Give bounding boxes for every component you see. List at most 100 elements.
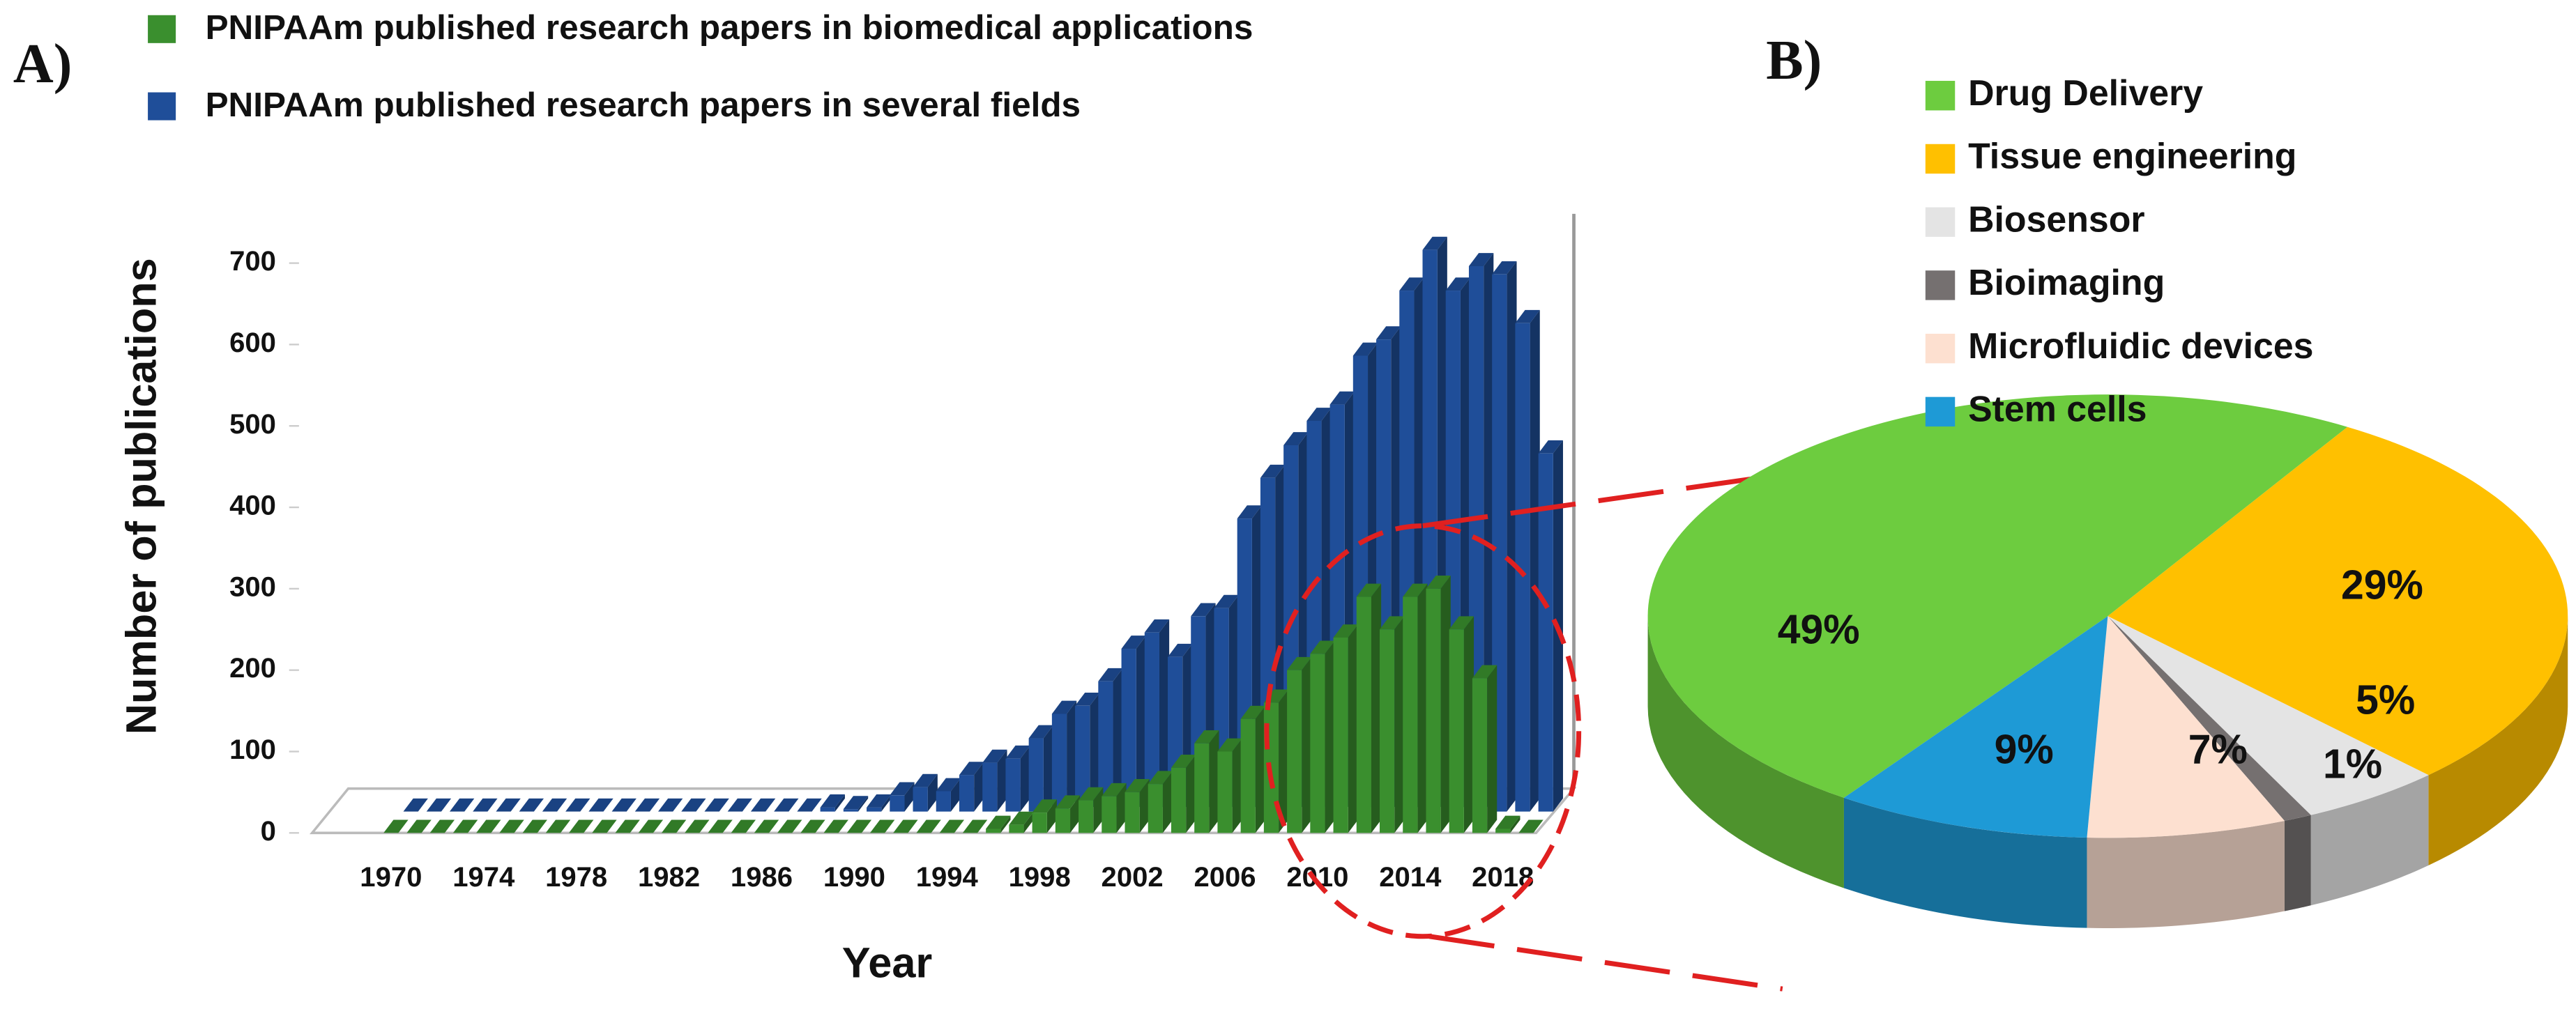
- bar-top: [959, 762, 984, 776]
- bar-front: [1515, 323, 1530, 812]
- x-tick-label: 1974: [452, 862, 515, 893]
- bar-side: [1530, 309, 1540, 812]
- bar: [1194, 730, 1219, 833]
- slice: [2108, 616, 2311, 821]
- bar: [731, 819, 756, 833]
- bar-top: [638, 819, 664, 833]
- bar-front: [1098, 681, 1113, 812]
- bar: [1449, 616, 1474, 833]
- bar-top: [1148, 771, 1173, 785]
- bar-top: [1399, 277, 1424, 291]
- bar-front: [1194, 743, 1210, 833]
- bar: [1263, 689, 1289, 833]
- bar: [959, 762, 984, 812]
- bar-top: [797, 798, 822, 812]
- legend-swatch: [1925, 270, 1956, 300]
- bar: [1426, 576, 1451, 833]
- bar-top: [731, 819, 756, 833]
- bar-top: [1009, 811, 1034, 825]
- bar: [569, 819, 594, 833]
- bar-side: [1510, 815, 1521, 833]
- bar-side: [974, 762, 984, 812]
- bar-front: [1148, 784, 1163, 833]
- bar: [936, 778, 961, 812]
- bar-front: [936, 791, 951, 812]
- bar-top: [754, 819, 779, 833]
- bar-top: [519, 798, 544, 812]
- legend-swatch: [148, 15, 176, 43]
- bar-side: [1440, 576, 1451, 833]
- bar: [820, 794, 845, 812]
- bar-front: [1240, 718, 1256, 833]
- bar: [1125, 779, 1150, 833]
- x-tick-label: 1970: [360, 862, 422, 893]
- bar-side: [1136, 636, 1146, 812]
- bar-side: [1067, 700, 1077, 812]
- x-tick-label: 1982: [638, 862, 700, 893]
- bar-side: [1023, 811, 1034, 833]
- bar: [962, 819, 988, 833]
- x-tick-label: 2010: [1286, 862, 1348, 893]
- bar: [403, 798, 428, 812]
- legend-label: Bioimaging: [1968, 262, 2165, 302]
- bar-front: [1310, 654, 1325, 833]
- bar-side: [997, 749, 1007, 812]
- bar: [1055, 795, 1081, 833]
- bar-top: [1194, 730, 1219, 744]
- bar-top: [1168, 643, 1193, 657]
- bar: [1515, 309, 1540, 812]
- bar-front: [1538, 453, 1553, 812]
- bar-side: [858, 796, 869, 812]
- legend-swatch: [148, 92, 176, 121]
- bar-side: [1043, 725, 1053, 812]
- legend-label: Biosensor: [1968, 199, 2144, 239]
- bar-top: [962, 819, 988, 833]
- bar-top: [615, 819, 640, 833]
- bar-side: [1302, 656, 1312, 833]
- data-label: 1%: [2323, 742, 2382, 787]
- bar-top: [843, 796, 869, 810]
- bar-front: [959, 775, 975, 812]
- bar-top: [1356, 583, 1382, 597]
- bar-top: [820, 794, 845, 808]
- bar-top: [777, 819, 802, 833]
- bar-top: [800, 819, 825, 833]
- legend-swatch: [1925, 81, 1956, 111]
- bar-top: [1515, 309, 1540, 323]
- bar-top: [1333, 624, 1358, 638]
- y-tick-label: 200: [229, 653, 276, 684]
- bar-top: [1379, 616, 1405, 630]
- x-tick-label: 1990: [823, 862, 885, 893]
- bar-side: [1507, 261, 1517, 812]
- x-tick-label: 2006: [1194, 862, 1256, 893]
- bar-front: [1426, 588, 1441, 833]
- bar-top: [1171, 754, 1196, 768]
- bar: [1310, 640, 1335, 833]
- panel-label: B): [1766, 30, 1822, 91]
- bar-front: [913, 787, 928, 812]
- bar: [685, 819, 710, 833]
- bar-front: [1449, 629, 1464, 833]
- bar-top: [1032, 799, 1057, 813]
- bar-top: [611, 798, 637, 812]
- bar-top: [750, 798, 776, 812]
- x-tick-label: 2014: [1379, 862, 1442, 893]
- bar: [1495, 815, 1521, 833]
- bar: [476, 819, 501, 833]
- y-tick-label: 700: [229, 246, 276, 277]
- slice-side: [2284, 815, 2311, 911]
- highlight-circle: [1264, 523, 1582, 939]
- bar-top: [1260, 464, 1286, 478]
- bar-front: [1032, 812, 1047, 833]
- bar-front: [1075, 705, 1090, 812]
- bar: [774, 798, 799, 812]
- bar: [496, 798, 521, 812]
- bar-top: [913, 773, 938, 787]
- pie: 49% 29% 5% 1% 7% 9%: [1647, 394, 2568, 928]
- bar-top: [1283, 432, 1309, 445]
- bar-front: [1403, 596, 1418, 833]
- bar-top: [1495, 815, 1521, 829]
- bar: [658, 798, 683, 812]
- slice-side: [2428, 616, 2568, 865]
